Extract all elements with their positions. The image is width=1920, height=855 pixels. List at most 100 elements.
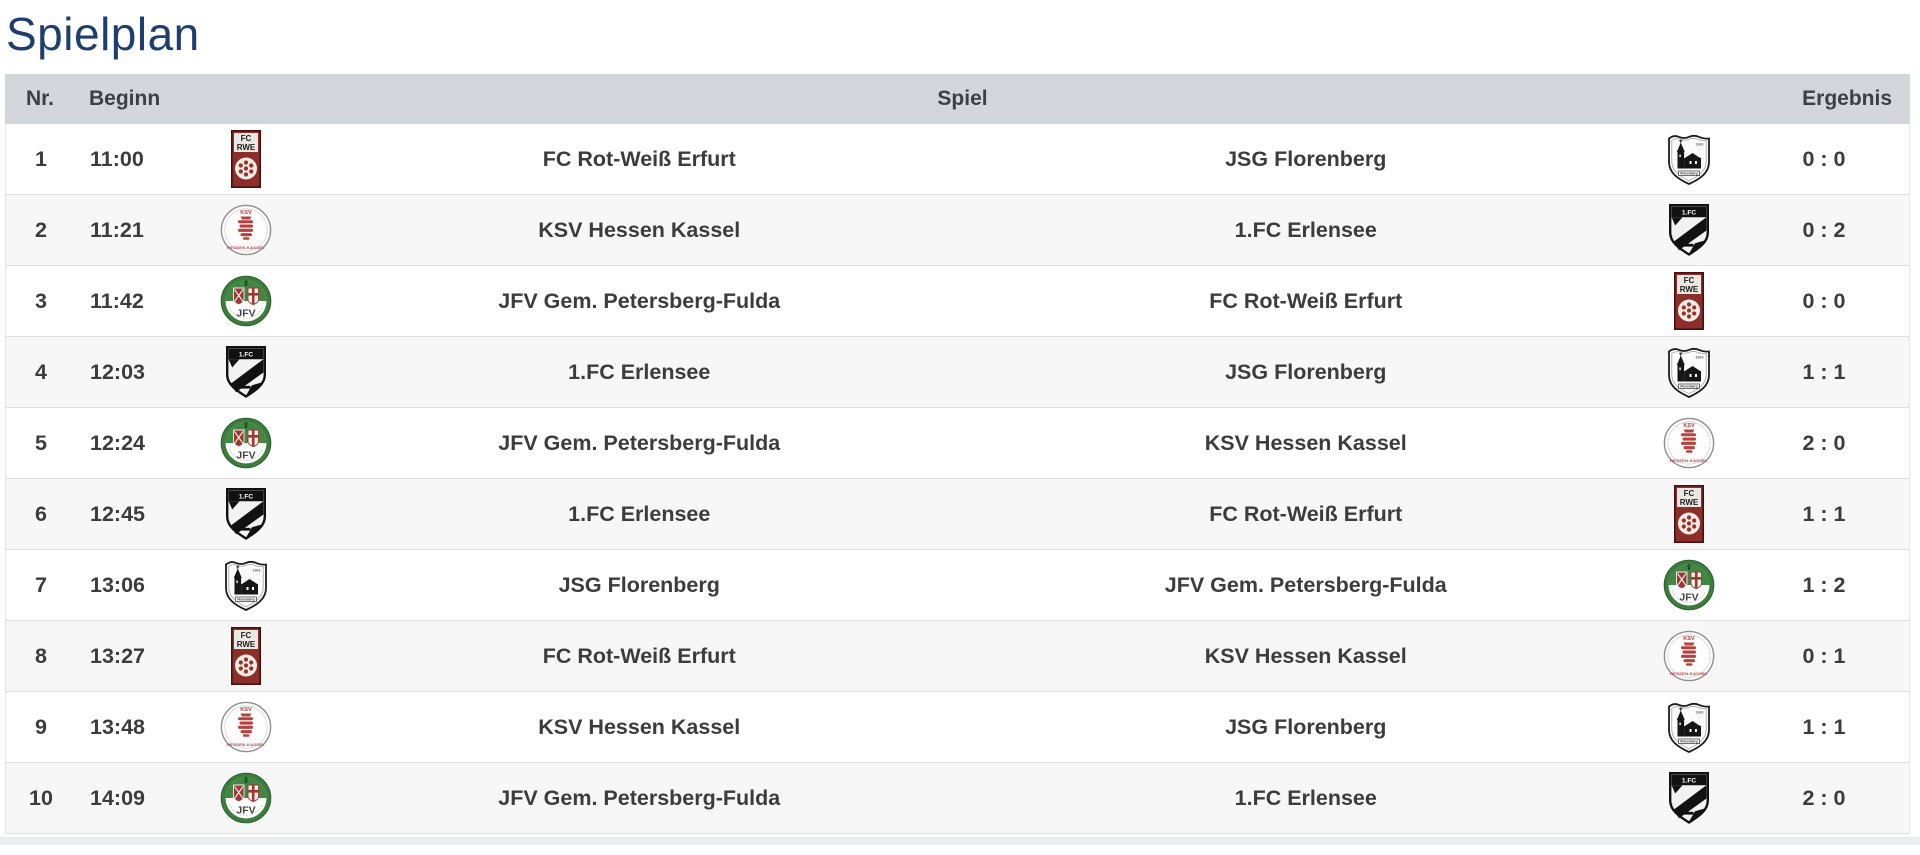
- match-time: 12:45: [90, 501, 145, 526]
- away-team-name: 1.FC Erlensee: [1234, 217, 1377, 242]
- match-row: 3 11:42 JFV JFV Gem. Petersberg-Fulda FC…: [6, 266, 1909, 337]
- match-result: 0 : 2: [1802, 217, 1846, 242]
- fc-rot-weiss-erfurt-crest-icon: FC RWE: [231, 627, 261, 685]
- jfv-petersberg-fulda-crest-icon: JFV: [1663, 559, 1715, 611]
- svg-text:JFV: JFV: [236, 805, 255, 817]
- match-number: 5: [35, 430, 47, 455]
- home-team-name: FC Rot-Weiß Erfurt: [542, 643, 736, 668]
- ksv-hessen-kassel-crest-icon: KSV HESSEN-KASSEL: [1663, 630, 1715, 682]
- match-number: 7: [35, 572, 47, 597]
- home-team-crest-cell: 1.FC: [186, 345, 306, 399]
- ksv-hessen-kassel-crest-icon: KSV HESSEN-KASSEL: [1663, 417, 1715, 469]
- match-row: 5 12:24 JFV JFV Gem. Petersberg-Fulda KS…: [6, 408, 1909, 479]
- svg-text:Florenberg: Florenberg: [237, 598, 254, 602]
- away-team-crest-cell: KSV HESSEN-KASSEL: [1639, 630, 1739, 682]
- home-team-name: 1.FC Erlensee: [568, 501, 711, 526]
- column-header-beginn: Beginn: [89, 87, 161, 110]
- svg-text:RWE: RWE: [237, 143, 256, 152]
- home-team-crest-cell: 1.FC: [186, 487, 306, 541]
- match-time: 13:48: [90, 714, 145, 739]
- svg-text:1.FC: 1.FC: [239, 352, 254, 359]
- svg-text:FC: FC: [1684, 276, 1695, 285]
- match-result: 2 : 0: [1802, 785, 1846, 810]
- svg-text:FC: FC: [241, 134, 252, 143]
- home-team-name: 1.FC Erlensee: [568, 359, 711, 384]
- fc-rot-weiss-erfurt-crest-icon: FC RWE: [1674, 485, 1704, 543]
- svg-text:JFV: JFV: [1679, 592, 1698, 604]
- match-time: 11:00: [90, 146, 144, 171]
- jsg-florenberg-crest-icon: 1963 Florenberg: [1666, 132, 1712, 186]
- match-result: 1 : 1: [1802, 501, 1846, 526]
- away-team-crest-cell: KSV HESSEN-KASSEL: [1639, 417, 1739, 469]
- away-team-crest-cell: FC RWE: [1639, 485, 1739, 543]
- match-time: 12:24: [90, 430, 145, 455]
- match-result: 1 : 1: [1802, 359, 1846, 384]
- match-number: 8: [35, 643, 47, 668]
- jsg-florenberg-crest-icon: 1963 Florenberg: [223, 558, 269, 612]
- fc-erlensee-crest-icon: 1.FC: [225, 487, 267, 541]
- match-result: 0 : 0: [1802, 146, 1846, 171]
- home-team-crest-cell: FC RWE: [186, 627, 306, 685]
- match-time: 12:03: [90, 359, 145, 384]
- match-result: 1 : 1: [1802, 714, 1846, 739]
- jsg-florenberg-crest-icon: 1963 Florenberg: [1666, 345, 1712, 399]
- home-team-name: KSV Hessen Kassel: [538, 217, 741, 242]
- svg-text:1963: 1963: [1696, 356, 1704, 360]
- ksv-hessen-kassel-crest-icon: KSV HESSEN-KASSEL: [220, 204, 272, 256]
- match-number: 4: [35, 359, 47, 384]
- away-team-name: KSV Hessen Kassel: [1204, 643, 1407, 668]
- match-number: 10: [29, 785, 53, 810]
- svg-text:HESSEN-KASSEL: HESSEN-KASSEL: [1670, 671, 1708, 676]
- ksv-hessen-kassel-crest-icon: KSV HESSEN-KASSEL: [220, 701, 272, 753]
- table-body: 1 11:00 FC RWE FC Rot-Weiß Erfurt JSG Fl…: [5, 124, 1910, 834]
- away-team-name: FC Rot-Weiß Erfurt: [1209, 288, 1403, 313]
- svg-text:Florenberg: Florenberg: [1680, 385, 1697, 389]
- column-header-ergebnis: Ergebnis: [1802, 87, 1892, 110]
- svg-text:RWE: RWE: [1680, 498, 1699, 507]
- match-number: 3: [35, 288, 47, 313]
- svg-text:RWE: RWE: [1680, 285, 1699, 294]
- match-row: 1 11:00 FC RWE FC Rot-Weiß Erfurt JSG Fl…: [6, 124, 1909, 195]
- match-row: 6 12:45 1.FC 1.FC Erlensee FC Rot-Weiß E…: [6, 479, 1909, 550]
- home-team-crest-cell: JFV: [186, 275, 306, 327]
- jfv-petersberg-fulda-crest-icon: JFV: [220, 417, 272, 469]
- fc-erlensee-crest-icon: 1.FC: [1668, 771, 1710, 825]
- svg-text:KSV: KSV: [240, 707, 252, 713]
- home-team-crest-cell: FC RWE: [186, 130, 306, 188]
- match-result: 1 : 2: [1802, 572, 1846, 597]
- fc-erlensee-crest-icon: 1.FC: [1668, 203, 1710, 257]
- home-team-name: JFV Gem. Petersberg-Fulda: [498, 430, 781, 455]
- home-team-name: JSG Florenberg: [558, 572, 720, 597]
- match-row: 7 13:06 1963 Florenberg JSG Florenberg J…: [6, 550, 1909, 621]
- match-result: 2 : 0: [1802, 430, 1846, 455]
- home-team-name: KSV Hessen Kassel: [538, 714, 741, 739]
- schedule-table: Nr. Beginn Spiel Ergebnis 1 11:00 FC RWE…: [5, 74, 1910, 834]
- svg-text:HESSEN-KASSEL: HESSEN-KASSEL: [1670, 458, 1708, 463]
- home-team-crest-cell: JFV: [186, 417, 306, 469]
- match-row: 8 13:27 FC RWE FC Rot-Weiß Erfurt KSV He…: [6, 621, 1909, 692]
- match-number: 1: [35, 146, 47, 171]
- home-team-name: JFV Gem. Petersberg-Fulda: [498, 785, 781, 810]
- table-header-row: Nr. Beginn Spiel Ergebnis: [5, 74, 1910, 124]
- home-team-crest-cell: 1963 Florenberg: [186, 558, 306, 612]
- home-team-crest-cell: JFV: [186, 772, 306, 824]
- match-number: 6: [35, 501, 47, 526]
- match-result: 0 : 0: [1802, 288, 1846, 313]
- match-number: 9: [35, 714, 47, 739]
- away-team-crest-cell: JFV: [1639, 559, 1739, 611]
- match-time: 11:21: [90, 217, 144, 242]
- away-team-name: JFV Gem. Petersberg-Fulda: [1164, 572, 1447, 597]
- svg-text:HESSEN-KASSEL: HESSEN-KASSEL: [227, 742, 265, 747]
- match-time: 13:27: [90, 643, 145, 668]
- match-row: 4 12:03 1.FC 1.FC Erlensee JSG Florenber…: [6, 337, 1909, 408]
- away-team-name: JSG Florenberg: [1225, 146, 1387, 171]
- jfv-petersberg-fulda-crest-icon: JFV: [220, 275, 272, 327]
- away-team-name: FC Rot-Weiß Erfurt: [1209, 501, 1403, 526]
- page-title: Spielplan: [6, 8, 200, 60]
- jsg-florenberg-crest-icon: 1963 Florenberg: [1666, 700, 1712, 754]
- fc-rot-weiss-erfurt-crest-icon: FC RWE: [1674, 272, 1704, 330]
- column-header-nr: Nr.: [25, 87, 54, 110]
- away-team-crest-cell: 1.FC: [1639, 203, 1739, 257]
- home-team-name: FC Rot-Weiß Erfurt: [542, 146, 736, 171]
